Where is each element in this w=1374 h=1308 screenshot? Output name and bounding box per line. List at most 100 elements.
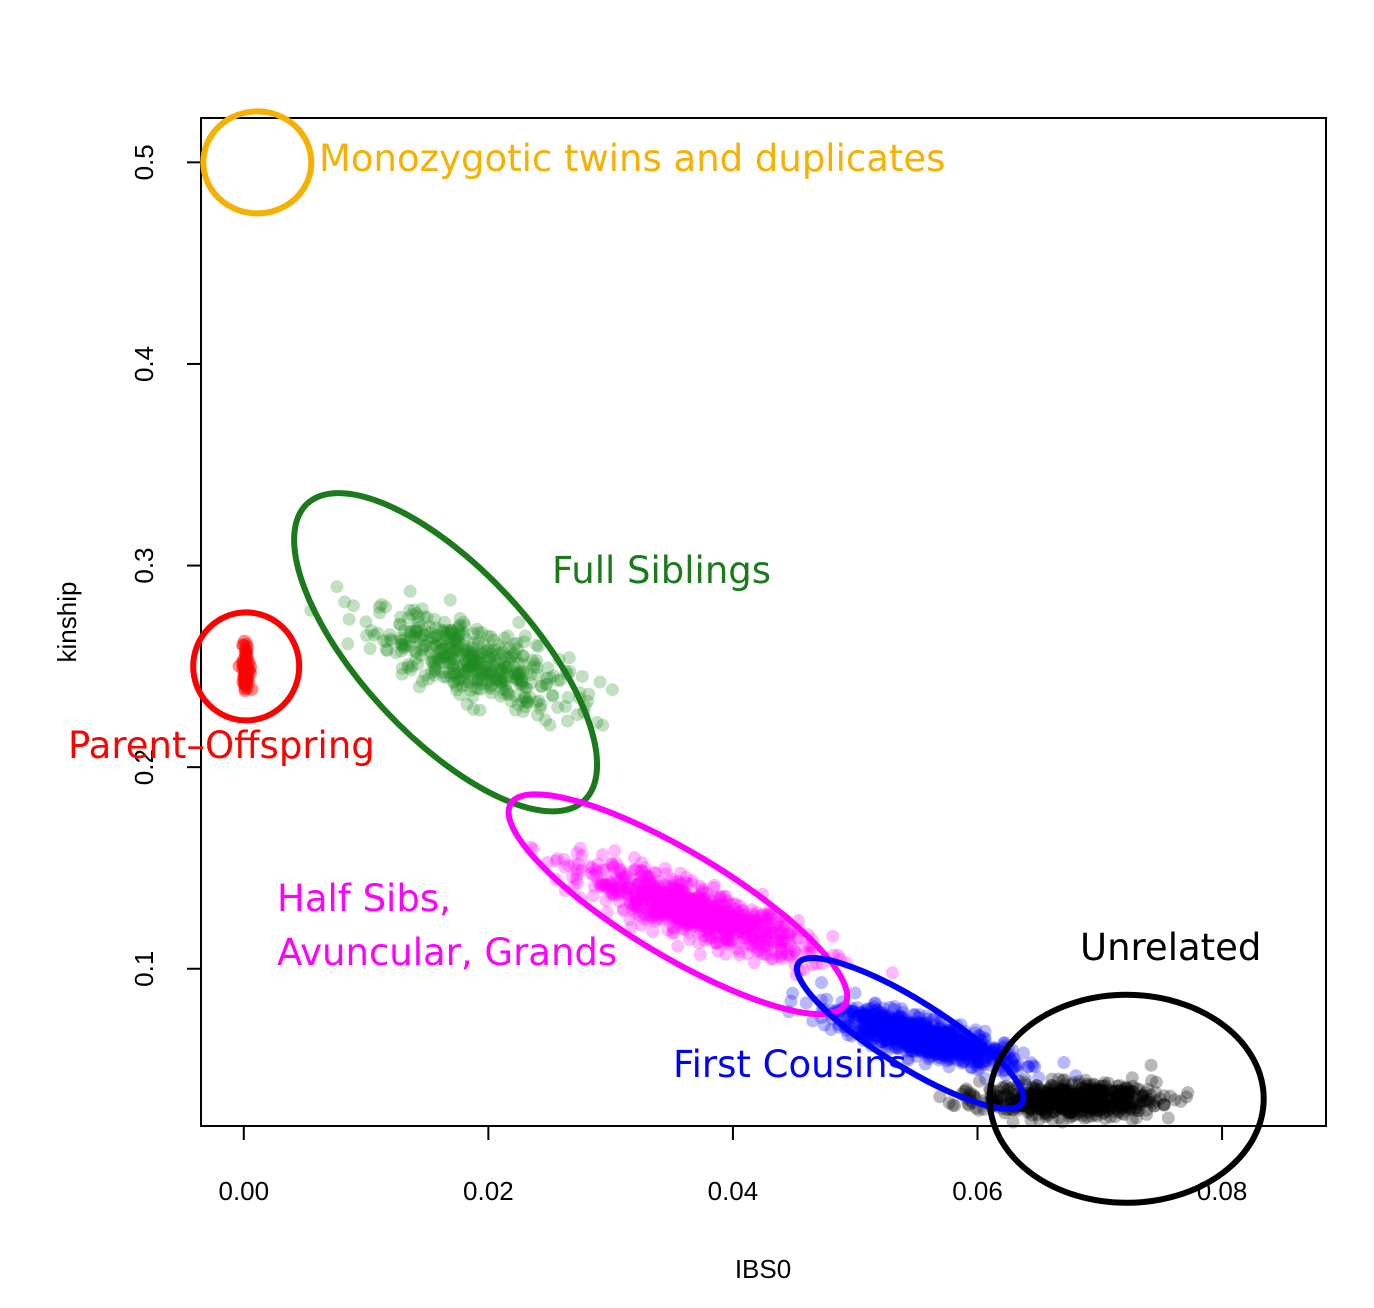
point-unrelated (1096, 1083, 1110, 1097)
point-first-cousins (913, 1020, 927, 1034)
point-unrelated (1181, 1086, 1195, 1100)
point-unrelated (1084, 1092, 1098, 1106)
point-unrelated (1147, 1099, 1161, 1113)
point-first-cousins (950, 1053, 964, 1067)
point-half-sibs-avuncular-grands (644, 892, 658, 906)
point-unrelated (1106, 1097, 1120, 1111)
point-half-sibs-avuncular-grands (631, 899, 645, 913)
point-unrelated (1131, 1090, 1145, 1104)
point-half-sibs-avuncular-grands (593, 878, 607, 892)
point-unrelated (1029, 1097, 1043, 1111)
point-unrelated (1033, 1096, 1047, 1110)
point-first-cousins (873, 1021, 887, 1035)
point-parent-offspring (237, 660, 251, 674)
point-half-sibs-avuncular-grands (675, 908, 689, 922)
point-first-cousins (908, 1032, 922, 1046)
point-full-siblings (398, 639, 412, 653)
point-half-sibs-avuncular-grands (659, 891, 673, 904)
point-first-cousins (845, 1004, 859, 1018)
point-first-cousins (902, 1037, 916, 1050)
point-unrelated (1067, 1087, 1081, 1101)
point-half-sibs-avuncular-grands (710, 915, 724, 929)
point-unrelated (1106, 1091, 1120, 1104)
point-first-cousins (878, 1023, 892, 1037)
point-parent-offspring (238, 675, 251, 689)
point-unrelated (1149, 1075, 1163, 1089)
point-unrelated (1060, 1097, 1074, 1111)
point-unrelated (1072, 1098, 1086, 1112)
point-half-sibs-avuncular-grands (775, 952, 789, 965)
point-first-cousins (923, 1030, 937, 1044)
point-first-cousins (913, 1030, 927, 1044)
point-full-siblings (467, 702, 480, 716)
point-full-siblings (477, 638, 491, 651)
point-parent-offspring (240, 668, 254, 682)
point-half-sibs-avuncular-grands (707, 909, 721, 923)
point-first-cousins (920, 1012, 934, 1026)
point-full-siblings (411, 610, 425, 624)
point-half-sibs-avuncular-grands (716, 918, 730, 932)
point-unrelated (1104, 1101, 1118, 1115)
point-parent-offspring (236, 675, 250, 689)
point-parent-offspring (241, 664, 255, 678)
point-half-sibs-avuncular-grands (781, 948, 795, 962)
point-first-cousins (909, 1021, 923, 1035)
point-half-sibs-avuncular-grands (791, 932, 805, 946)
point-half-sibs-avuncular-grands (710, 915, 724, 928)
point-first-cousins (945, 1051, 958, 1065)
point-full-siblings (427, 631, 441, 645)
point-first-cousins (863, 1026, 877, 1040)
point-full-siblings (482, 660, 496, 673)
point-unrelated (1078, 1087, 1092, 1101)
point-first-cousins (876, 1026, 890, 1040)
point-full-siblings (396, 633, 410, 647)
point-first-cousins (873, 1021, 887, 1035)
point-first-cousins (925, 1041, 939, 1055)
point-half-sibs-avuncular-grands (671, 898, 685, 912)
point-half-sibs-avuncular-grands (780, 926, 794, 940)
point-first-cousins (873, 1021, 887, 1035)
point-full-siblings (418, 628, 432, 642)
point-half-sibs-avuncular-grands (658, 885, 672, 899)
point-full-siblings (516, 649, 530, 663)
point-half-sibs-avuncular-grands (699, 910, 713, 924)
point-half-sibs-avuncular-grands (605, 878, 619, 892)
point-full-siblings (447, 632, 461, 646)
point-half-sibs-avuncular-grands (763, 909, 777, 923)
point-full-siblings (392, 617, 406, 631)
point-half-sibs-avuncular-grands (715, 920, 728, 933)
point-half-sibs-avuncular-grands (658, 907, 672, 921)
point-full-siblings (502, 641, 516, 655)
point-half-sibs-avuncular-grands (677, 888, 691, 902)
point-first-cousins (920, 1020, 934, 1034)
point-half-sibs-avuncular-grands (655, 906, 669, 920)
point-first-cousins (927, 1031, 940, 1045)
point-parent-offspring (240, 650, 254, 664)
point-full-siblings (409, 621, 423, 635)
point-first-cousins (870, 1023, 884, 1037)
point-unrelated (1072, 1087, 1086, 1101)
point-first-cousins (923, 1032, 937, 1046)
point-full-siblings (444, 624, 458, 638)
point-half-sibs-avuncular-grands (710, 936, 724, 950)
point-full-siblings (561, 691, 575, 704)
point-first-cousins (922, 1037, 936, 1051)
point-first-cousins (905, 1017, 919, 1031)
point-unrelated (1141, 1083, 1155, 1096)
point-half-sibs-avuncular-grands (718, 925, 731, 939)
point-half-sibs-avuncular-grands (611, 888, 625, 902)
point-first-cousins (956, 1038, 970, 1052)
point-half-sibs-avuncular-grands (708, 906, 721, 920)
point-first-cousins (848, 986, 862, 1000)
point-half-sibs-avuncular-grands (705, 910, 719, 924)
point-first-cousins (912, 1017, 926, 1031)
point-unrelated (1094, 1090, 1108, 1104)
point-first-cousins (846, 1004, 860, 1018)
point-half-sibs-avuncular-grands (660, 905, 674, 919)
point-half-sibs-avuncular-grands (747, 956, 761, 970)
point-half-sibs-avuncular-grands (635, 918, 648, 932)
point-first-cousins (944, 1032, 958, 1046)
point-full-siblings (551, 673, 565, 687)
point-unrelated (1075, 1109, 1089, 1123)
point-first-cousins (963, 1049, 977, 1063)
